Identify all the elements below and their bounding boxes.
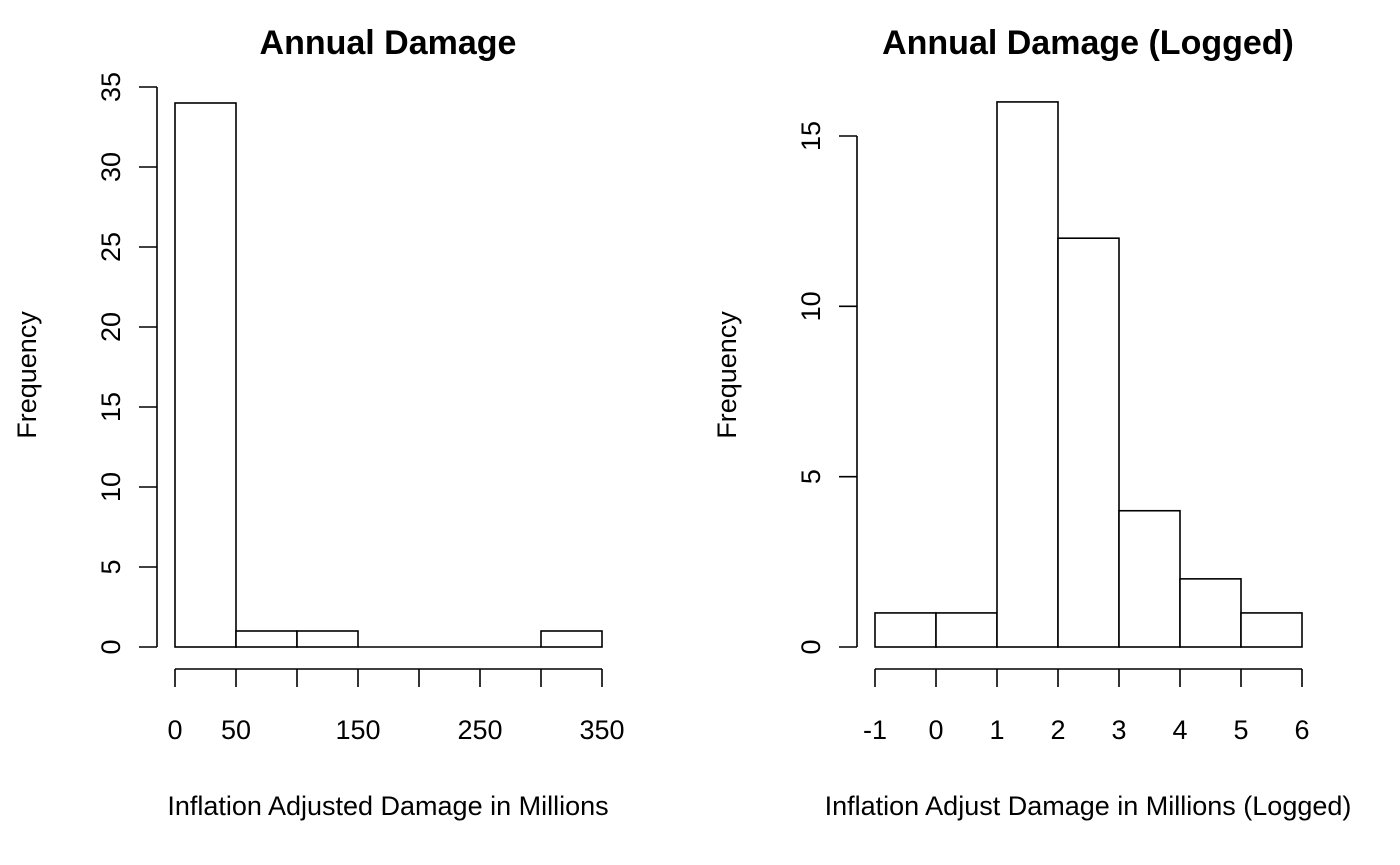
bars	[174, 102, 603, 648]
bar	[174, 102, 237, 648]
bar	[235, 630, 298, 648]
y-tick-label: 10	[96, 472, 126, 502]
bar	[874, 612, 937, 648]
histogram-annual-damage: Annual Damage Inflation Adjusted Damage …	[12, 24, 625, 821]
x-axis-label: Inflation Adjust Damage in Millions (Log…	[825, 791, 1352, 821]
y-tick-label: 25	[96, 232, 126, 262]
y-tick-label: 15	[96, 392, 126, 422]
x-tick-label: 3	[1111, 715, 1126, 745]
x-tick-label: 150	[335, 715, 380, 745]
y-tick-label: 30	[96, 152, 126, 182]
bars	[874, 101, 1303, 648]
x-axis: 0 50 150 250 350	[167, 668, 625, 745]
x-tick-label: 5	[1233, 715, 1248, 745]
x-axis: -1 0 1 2 3 4 5 6	[863, 668, 1310, 745]
bar	[1118, 509, 1181, 648]
y-axis: 0 5 10 15	[796, 121, 858, 655]
x-tick-label: 6	[1294, 715, 1309, 745]
y-tick-label: 5	[796, 469, 826, 484]
bar	[296, 630, 359, 648]
y-tick-label: 0	[96, 639, 126, 654]
x-tick-label: 4	[1172, 715, 1187, 745]
bar	[1057, 237, 1120, 648]
chart-title: Annual Damage	[260, 24, 517, 62]
y-axis: 0 5 10 15 20 25 30 35	[96, 72, 158, 655]
x-tick-label: 250	[457, 715, 502, 745]
y-tick-label: 10	[796, 291, 826, 321]
bar	[935, 612, 998, 648]
chart-title: Annual Damage (Logged)	[882, 24, 1294, 62]
y-axis-label: Frequency	[712, 311, 742, 439]
y-tick-label: 0	[796, 639, 826, 654]
x-tick-label: -1	[863, 715, 887, 745]
bar	[1240, 612, 1303, 648]
bar	[1179, 578, 1242, 648]
x-tick-label: 2	[1050, 715, 1065, 745]
x-tick-label: 0	[928, 715, 943, 745]
y-tick-label: 35	[96, 72, 126, 102]
x-tick-label: 50	[221, 715, 251, 745]
y-axis-label: Frequency	[12, 311, 42, 439]
x-tick-label: 350	[579, 715, 624, 745]
x-axis-label: Inflation Adjusted Damage in Millions	[167, 791, 608, 821]
y-tick-label: 15	[796, 121, 826, 151]
y-tick-label: 5	[96, 559, 126, 574]
bar	[996, 101, 1059, 648]
x-tick-label: 0	[167, 715, 182, 745]
x-tick-label: 1	[989, 715, 1004, 745]
histogram-annual-damage-logged: Annual Damage (Logged) Inflation Adjust …	[712, 24, 1351, 821]
y-tick-label: 20	[96, 312, 126, 342]
bar	[540, 630, 603, 648]
